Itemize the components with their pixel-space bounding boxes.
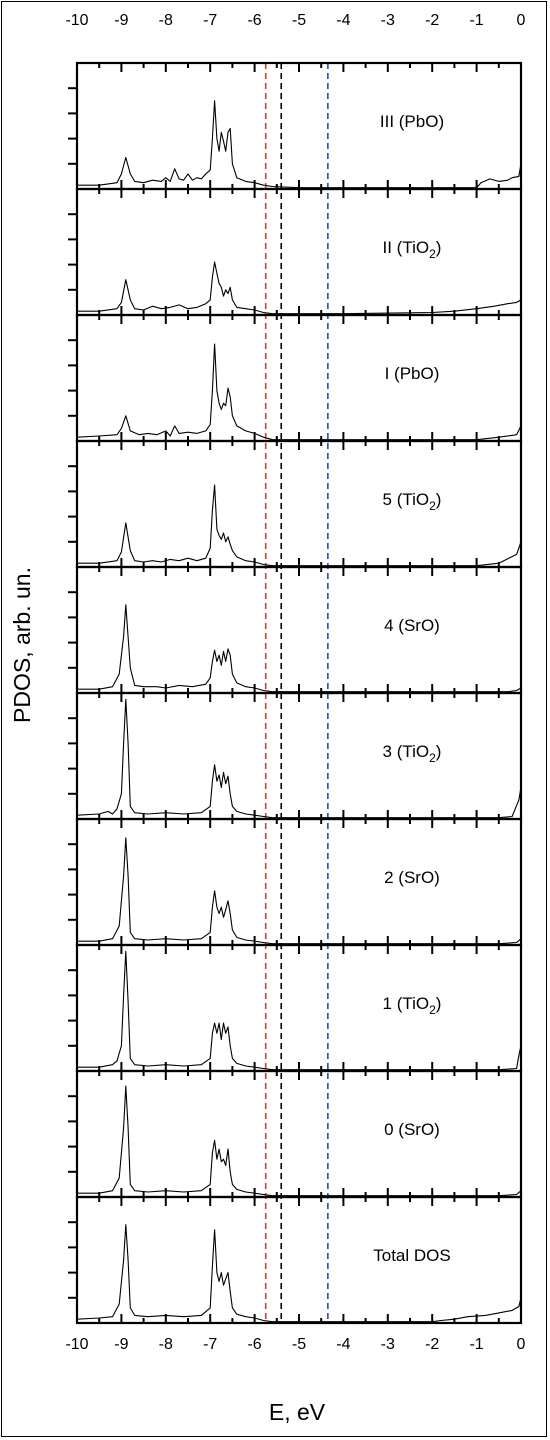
x-tick-label-top: -6 xyxy=(247,12,261,29)
panel-label: Total DOS xyxy=(373,1246,450,1265)
panel-label-main: I (PbO) xyxy=(385,364,440,383)
x-tick-label-bottom: -8 xyxy=(159,1336,173,1353)
panel-label-close: ) xyxy=(436,994,442,1013)
panel: I (PbO) xyxy=(68,313,523,443)
x-tick-label-top: -1 xyxy=(469,12,483,29)
panel-label: I (PbO) xyxy=(385,364,440,383)
panel-frame xyxy=(75,817,523,947)
panel-label-close: ) xyxy=(436,490,442,509)
panel-frame xyxy=(75,565,523,695)
panel-label-subscript: 2 xyxy=(429,499,436,513)
panel-frame xyxy=(75,691,523,821)
x-tick-label-bottom: -3 xyxy=(381,1336,395,1353)
x-tick-label-bottom: -7 xyxy=(203,1336,217,1353)
panel-frame xyxy=(75,1069,523,1199)
panel-label: III (PbO) xyxy=(380,112,444,131)
x-tick-label-bottom: 0 xyxy=(517,1336,526,1353)
x-tick-label-top: -7 xyxy=(203,12,217,29)
panel-label-close: ) xyxy=(436,238,442,257)
panel-label-main: Total DOS xyxy=(373,1246,450,1265)
pdos-curve xyxy=(77,837,522,945)
panel-label: 1 (TiO2) xyxy=(383,994,442,1017)
panel-label-close: ) xyxy=(436,742,442,761)
x-tick-label-top: -3 xyxy=(381,12,395,29)
pdos-curve xyxy=(77,261,522,315)
pdos-curve xyxy=(76,343,522,441)
panel-label-main: 1 (TiO xyxy=(383,994,430,1013)
panel-label-main: II (TiO xyxy=(383,238,430,257)
x-tick-label-bottom: -2 xyxy=(425,1336,439,1353)
pdos-curve xyxy=(77,100,522,189)
panel: 5 (TiO2) xyxy=(68,439,523,569)
panel-frame xyxy=(75,61,523,191)
panel-label-main: 2 (SrO) xyxy=(384,868,440,887)
panel-label: 0 (SrO) xyxy=(384,1120,440,1139)
x-tick-label-top: -4 xyxy=(336,12,350,29)
panel-frame xyxy=(75,943,523,1073)
panel-frame xyxy=(75,1195,523,1325)
panel: 4 (SrO) xyxy=(68,565,523,695)
x-axis-label: E, eV xyxy=(269,1399,326,1425)
x-tick-label-bottom: -1 xyxy=(469,1336,483,1353)
panel-label-main: III (PbO) xyxy=(380,112,444,131)
x-tick-label-bottom: -10 xyxy=(65,1336,88,1353)
panel-label-main: 3 (TiO xyxy=(383,742,430,761)
x-tick-label-top: 0 xyxy=(517,12,526,29)
panel: 1 (TiO2) xyxy=(68,943,523,1073)
panel-frame xyxy=(75,187,523,317)
panel-label-main: 0 (SrO) xyxy=(384,1120,440,1139)
x-tick-label-top: -2 xyxy=(425,12,439,29)
panel-label: 5 (TiO2) xyxy=(383,490,442,513)
panel: Total DOS xyxy=(68,1195,523,1325)
pdos-curve xyxy=(76,698,522,819)
panel: III (PbO) xyxy=(68,61,523,191)
pdos-curve xyxy=(77,604,522,693)
panel-frame xyxy=(75,313,523,443)
panel-frame xyxy=(75,439,523,569)
panel-label-subscript: 2 xyxy=(429,1003,436,1017)
pdos-curve xyxy=(77,484,522,567)
pdos-curve xyxy=(77,1085,522,1197)
x-tick-label-bottom: -4 xyxy=(336,1336,350,1353)
pdos-curve xyxy=(76,1224,522,1323)
x-tick-label-top: -8 xyxy=(159,12,173,29)
panel-label: 4 (SrO) xyxy=(384,616,440,635)
x-tick-label-bottom: -5 xyxy=(292,1336,306,1353)
panel: II (TiO2) xyxy=(68,187,523,317)
panel-label: II (TiO2) xyxy=(383,238,442,261)
panel: 2 (SrO) xyxy=(68,817,523,947)
y-axis-label: PDOS, arb. un. xyxy=(9,567,35,723)
panel-label: 2 (SrO) xyxy=(384,868,440,887)
panel-label: 3 (TiO2) xyxy=(383,742,442,765)
panel: 0 (SrO) xyxy=(68,1069,523,1199)
x-tick-label-bottom: -6 xyxy=(247,1336,261,1353)
panel: 3 (TiO2) xyxy=(68,691,523,821)
x-tick-label-top: -5 xyxy=(292,12,306,29)
x-tick-label-top: -9 xyxy=(114,12,128,29)
x-tick-label-top: -10 xyxy=(65,12,88,29)
pdos-curve xyxy=(77,950,522,1071)
panel-label-subscript: 2 xyxy=(429,247,436,261)
x-tick-label-bottom: -9 xyxy=(114,1336,128,1353)
top-x-tick-labels: -10 -9 -8 -7 -6 -5 -4 -3 -2 -1 0 xyxy=(65,12,525,29)
panel-label-subscript: 2 xyxy=(429,751,436,765)
panel-label-main: 5 (TiO xyxy=(383,490,430,509)
panels: III (PbO)II (TiO2)I (PbO)5 (TiO2)4 (SrO)… xyxy=(68,61,523,1325)
bottom-x-tick-labels: -10 -9 -8 -7 -6 -5 -4 -3 -2 -1 0 xyxy=(65,1336,525,1353)
panel-label-main: 4 (SrO) xyxy=(384,616,440,635)
